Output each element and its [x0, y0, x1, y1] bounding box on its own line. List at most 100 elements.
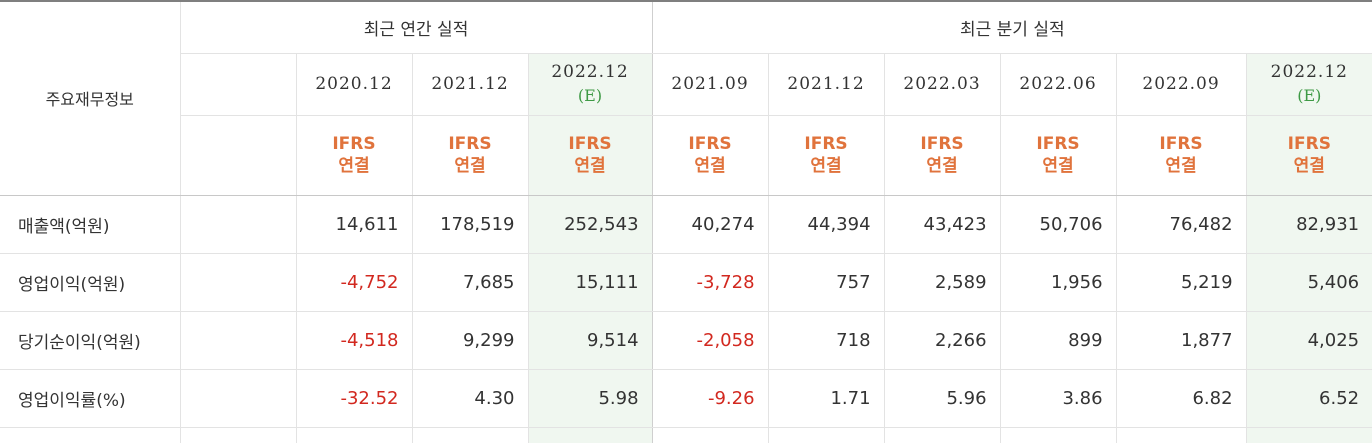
value-cell: 82,931 — [1245, 195, 1372, 254]
value-cell: 1,956 — [999, 253, 1117, 312]
value-cell: 14,611 — [295, 195, 412, 254]
value-cell: -3,728 — [651, 253, 769, 312]
blank-cell — [767, 427, 885, 443]
period-date: 2022.12 — [551, 62, 629, 82]
value-cell: 40,274 — [651, 195, 769, 254]
value-cell: 7,685 — [411, 253, 528, 312]
consolidation-label: 연결 — [1293, 156, 1325, 176]
value-cell: 2,266 — [883, 311, 1001, 370]
value-cell: 6.52 — [1245, 369, 1372, 428]
period-header-cell: 2021.12 — [767, 53, 885, 116]
consolidation-label: 연결 — [1165, 156, 1197, 176]
annual-group-header: 최근 연간 실적 — [179, 1, 653, 54]
period-date: 2022.09 — [1142, 74, 1220, 94]
blank-cell — [179, 427, 296, 443]
estimate-marker: (E) — [1297, 86, 1322, 105]
table-row: 영업이익(억원) -4,752 7,685 15,111 -3,728 757 2,589 1… — [0, 253, 1372, 312]
value-cell: -4,518 — [295, 311, 412, 370]
standard-label: IFRS — [1287, 134, 1331, 154]
blank-cell — [527, 427, 653, 443]
value-cell: 2,589 — [883, 253, 1001, 312]
value-cell: 50,706 — [999, 195, 1117, 254]
standard-header-row: IFRS 연결 IFRS 연결 IFRS 연결 IFRS 연결 IFRS 연결 IFRS 연결 IFRS… — [0, 115, 1372, 196]
blank-cell — [179, 115, 296, 196]
blank-cell — [179, 369, 296, 428]
consolidation-label: 연결 — [454, 156, 486, 176]
consolidation-label: 연결 — [694, 156, 726, 176]
blank-cell — [179, 311, 296, 370]
row-title: 주요재무정보 — [0, 1, 180, 196]
period-date: 2021.12 — [431, 74, 509, 94]
consolidation-label: 연결 — [926, 156, 958, 176]
value-cell: 5.96 — [883, 369, 1001, 428]
period-header-cell: 2022.06 — [999, 53, 1117, 116]
blank-cell — [1245, 427, 1372, 443]
value-cell: 899 — [999, 311, 1117, 370]
value-cell: -9.26 — [651, 369, 769, 428]
period-date: 2021.12 — [787, 74, 865, 94]
value-cell: 5,219 — [1115, 253, 1247, 312]
standard-label: IFRS — [1159, 134, 1203, 154]
blank-cell — [295, 427, 412, 443]
period-header-cell: 2022.12 (E) — [1245, 53, 1372, 116]
period-header-cell: 2022.09 — [1115, 53, 1247, 116]
value-cell: 5.98 — [527, 369, 653, 428]
value-cell: 1.71 — [767, 369, 885, 428]
value-cell: 5,406 — [1245, 253, 1372, 312]
blank-cell — [1115, 427, 1247, 443]
blank-cell — [179, 253, 296, 312]
accounting-standard-cell: IFRS 연결 — [651, 115, 769, 196]
period-date: 2021.09 — [671, 74, 749, 94]
row-label: 영업이익률(%) — [0, 369, 180, 428]
period-date: 2022.06 — [1019, 74, 1097, 94]
value-cell: 3.86 — [999, 369, 1117, 428]
value-cell: 6.82 — [1115, 369, 1247, 428]
standard-label: IFRS — [568, 134, 612, 154]
blank-cell — [179, 53, 296, 116]
row-label: 매출액(억원) — [0, 195, 180, 254]
consolidation-label: 연결 — [574, 156, 606, 176]
period-date: 2022.12 — [1270, 62, 1348, 82]
table-row: 영업이익률(%) -32.52 4.30 5.98 -9.26 1.71 5.96 3.86 6… — [0, 369, 1372, 428]
value-cell: 4,025 — [1245, 311, 1372, 370]
table-row — [0, 427, 1372, 443]
blank-cell — [411, 427, 528, 443]
group-header-row: 주요재무정보 최근 연간 실적 최근 분기 실적 — [0, 1, 1372, 196]
period-date: 2020.12 — [315, 74, 393, 94]
value-cell: 4.30 — [411, 369, 528, 428]
value-cell: 43,423 — [883, 195, 1001, 254]
value-cell: 15,111 — [527, 253, 653, 312]
blank-cell — [651, 427, 769, 443]
accounting-standard-cell: IFRS 연결 — [999, 115, 1117, 196]
period-header-cell: 2021.09 — [651, 53, 769, 116]
period-date: 2022.03 — [903, 74, 981, 94]
row-label: 영업이익(억원) — [0, 253, 180, 312]
value-cell: 757 — [767, 253, 885, 312]
standard-label: IFRS — [448, 134, 492, 154]
estimate-marker: (E) — [577, 86, 603, 105]
value-cell: 1,877 — [1115, 311, 1247, 370]
period-header-row: 2020.12 2021.12 2022.12 (E) 2021.09 2021.12 20… — [0, 53, 1372, 116]
value-cell: -2,058 — [651, 311, 769, 370]
standard-label: IFRS — [332, 134, 376, 154]
consolidation-label: 연결 — [810, 156, 842, 176]
quarterly-group-header: 최근 분기 실적 — [651, 1, 1372, 54]
standard-label: IFRS — [1036, 134, 1080, 154]
period-header-cell: 2021.12 — [411, 53, 528, 116]
standard-label: IFRS — [920, 134, 964, 154]
value-cell: -4,752 — [295, 253, 412, 312]
standard-label: IFRS — [688, 134, 732, 154]
value-cell: 9,514 — [527, 311, 653, 370]
accounting-standard-cell: IFRS 연결 — [527, 115, 653, 196]
consolidation-label: 연결 — [338, 156, 370, 176]
blank-cell — [999, 427, 1117, 443]
accounting-standard-cell: IFRS 연결 — [1115, 115, 1247, 196]
period-header-cell: 2022.12 (E) — [527, 53, 653, 116]
value-cell: 178,519 — [411, 195, 528, 254]
value-cell: 9,299 — [411, 311, 528, 370]
period-header-cell: 2020.12 — [295, 53, 412, 116]
consolidation-label: 연결 — [1042, 156, 1074, 176]
blank-cell — [179, 195, 296, 254]
row-label: 당기순이익(억원) — [0, 311, 180, 370]
